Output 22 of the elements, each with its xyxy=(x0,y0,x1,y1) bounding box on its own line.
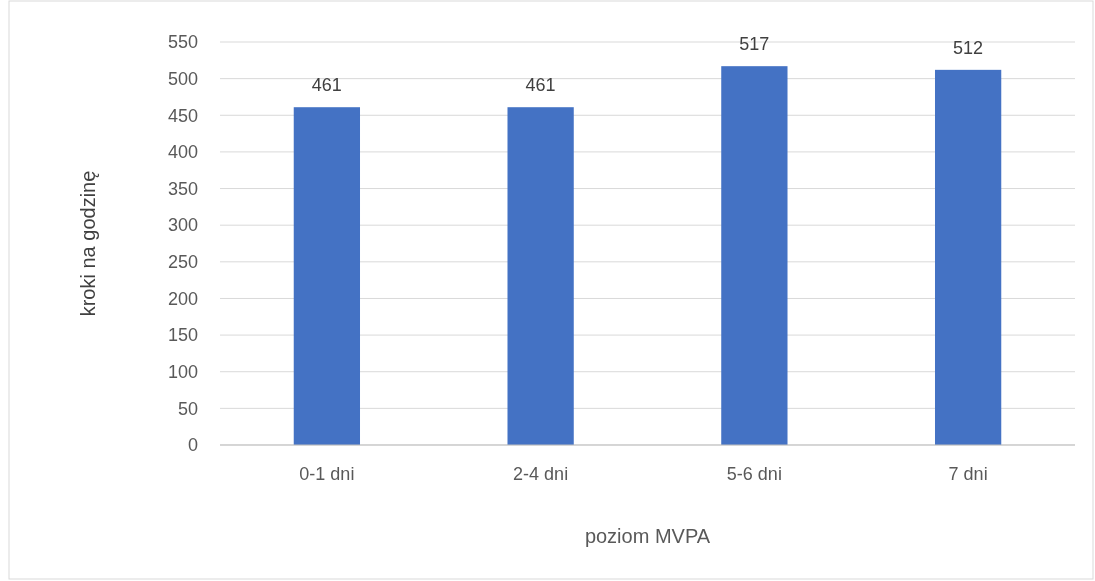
y-tick-label: 50 xyxy=(177,398,198,419)
data-label: 461 xyxy=(311,75,342,96)
y-tick-label: 0 xyxy=(187,435,198,456)
y-tick-label: 450 xyxy=(167,105,198,126)
x-tick-label: 0-1 dni xyxy=(299,464,355,484)
y-tick-label: 300 xyxy=(167,215,198,236)
y-axis-title: kroki na godzinę xyxy=(77,170,99,317)
y-tick-label: 350 xyxy=(167,178,198,199)
y-tick-label: 150 xyxy=(167,325,198,346)
x-tick-label: 2-4 dni xyxy=(513,464,569,484)
y-tick-label: 550 xyxy=(167,32,198,53)
data-label: 512 xyxy=(953,37,984,58)
data-label: 461 xyxy=(525,75,556,96)
x-tick-label: 5-6 dni xyxy=(726,464,782,484)
y-tick-label: 100 xyxy=(167,362,198,383)
y-tick-label: 250 xyxy=(167,252,198,273)
y-tick-label: 400 xyxy=(167,142,198,163)
y-tick-label: 200 xyxy=(167,288,198,309)
y-tick-label: 500 xyxy=(167,68,198,89)
x-tick-label: 7 dni xyxy=(948,464,988,484)
data-label: 517 xyxy=(739,34,770,55)
x-axis-title: poziom MVPA xyxy=(584,525,711,547)
